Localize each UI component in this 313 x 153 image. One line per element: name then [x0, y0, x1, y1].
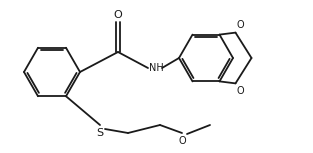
Text: O: O — [114, 10, 122, 20]
Text: O: O — [237, 20, 244, 30]
Text: O: O — [237, 86, 244, 96]
Text: S: S — [96, 128, 104, 138]
Text: NH: NH — [149, 63, 164, 73]
Text: O: O — [178, 136, 186, 146]
